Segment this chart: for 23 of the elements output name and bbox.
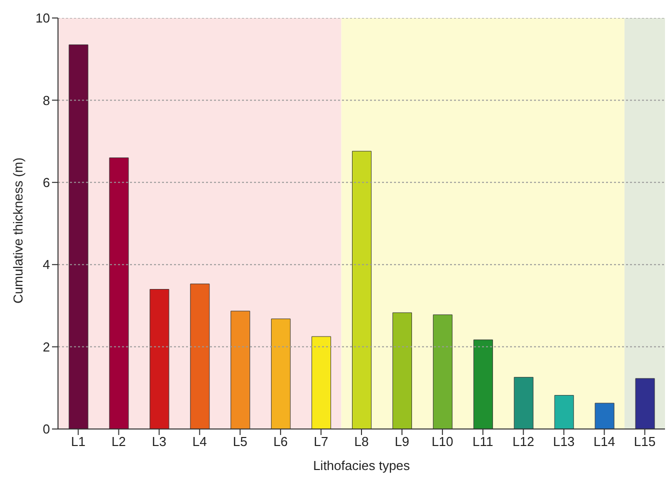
x-tick-label: L5 — [232, 434, 248, 450]
y-tick-label: 0 — [42, 422, 50, 437]
y-tick-label: 6 — [42, 175, 50, 190]
x-tick-label: L3 — [152, 434, 166, 450]
x-tick-label: L4 — [192, 434, 207, 450]
x-tick-label: L13 — [552, 434, 575, 450]
x-tick-label: L12 — [512, 434, 534, 450]
x-tick-label: L9 — [394, 434, 410, 450]
x-tick-label: L6 — [273, 434, 288, 450]
x-tick-label: L7 — [314, 434, 328, 450]
y-tick-label: 2 — [42, 339, 50, 354]
x-tick-label: L1 — [71, 434, 86, 450]
x-tick-label: L2 — [111, 434, 126, 450]
x-tick-label: L14 — [593, 434, 616, 450]
x-tick-label: L11 — [472, 434, 494, 450]
y-tick-label: 8 — [42, 92, 50, 108]
x-tick-label: L10 — [432, 434, 454, 450]
x-tick-label: L15 — [634, 434, 656, 450]
y-axis-title: Cumulative thickness (m) — [10, 158, 26, 304]
y-tick-label: 10 — [36, 10, 50, 26]
x-tick-label: L8 — [354, 434, 369, 450]
y-tick-label: 4 — [42, 257, 50, 272]
x-axis-title: Lithofacies types — [313, 458, 410, 473]
